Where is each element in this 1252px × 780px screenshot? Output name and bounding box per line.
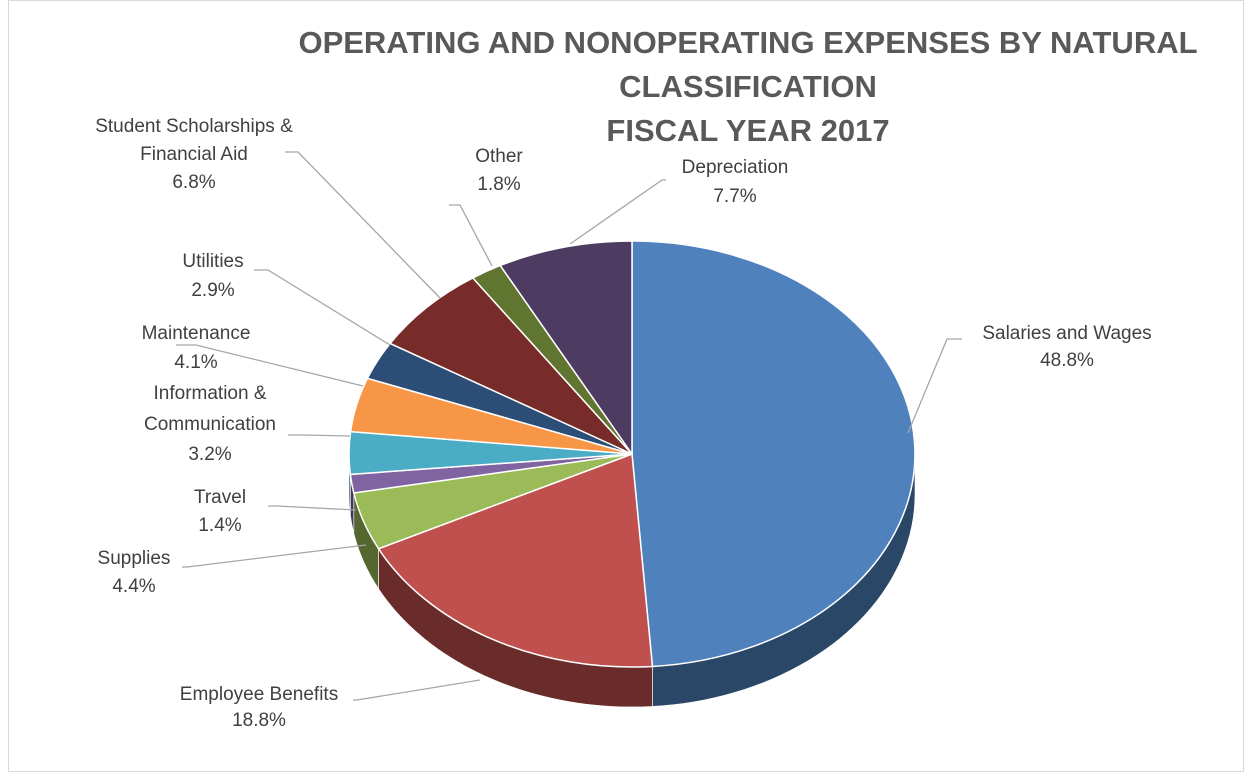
leader-line-5 [288,434,351,437]
leader-line-8 [285,151,441,299]
data-label-name: Utilities [182,251,243,272]
data-label-name: Information & [154,383,267,404]
pie-slice-2 [377,452,654,668]
data-label-value: 1.4% [198,515,241,536]
data-labels: Salaries and Wages 48.8% Employee Benefits… [95,116,1151,731]
data-label-value: 4.1% [174,352,217,373]
data-label-value: 7.7% [713,186,756,207]
data-label-name: Other [475,146,523,167]
data-label-name: Supplies [98,548,171,569]
chart-title-line-1: OPERATING AND NONOPERATING EXPENSES BY N… [298,25,1197,60]
data-label-value: 1.8% [477,174,520,195]
pie-slice-1 [631,240,916,668]
leader-line-6 [176,344,364,387]
data-label-name: Depreciation [682,157,789,178]
data-label-name: Travel [194,487,246,508]
data-label-value: 4.4% [112,576,155,597]
chart-subtitle: FISCAL YEAR 2017 [606,113,889,148]
leader-line-2 [353,679,481,701]
leader-line-4 [268,505,357,511]
chart-title-line-2: CLASSIFICATION [619,69,877,104]
data-label-value: 18.8% [232,710,286,731]
leader-line-1 [907,338,962,434]
data-label-name: Maintenance [142,323,251,344]
pie-slice-8 [388,276,633,455]
leader-line-9 [449,204,493,267]
data-label-value: 2.9% [191,280,234,301]
data-label-name: Student Scholarships & [95,116,293,137]
data-label-name: Communication [144,414,276,435]
leader-line-10 [569,179,666,245]
data-label-name: Financial Aid [140,144,248,165]
leader-line-3 [182,544,367,568]
data-label-value: 3.2% [188,444,231,465]
pie-slice-10 [499,240,633,457]
data-label-value: 48.8% [1040,350,1094,371]
data-label-name: Salaries and Wages [982,323,1151,344]
data-label-name: Employee Benefits [180,684,338,705]
data-label-value: 6.8% [172,172,215,193]
pie-slices [348,240,916,668]
leader-line-7 [254,269,391,346]
leader-lines [176,151,962,701]
